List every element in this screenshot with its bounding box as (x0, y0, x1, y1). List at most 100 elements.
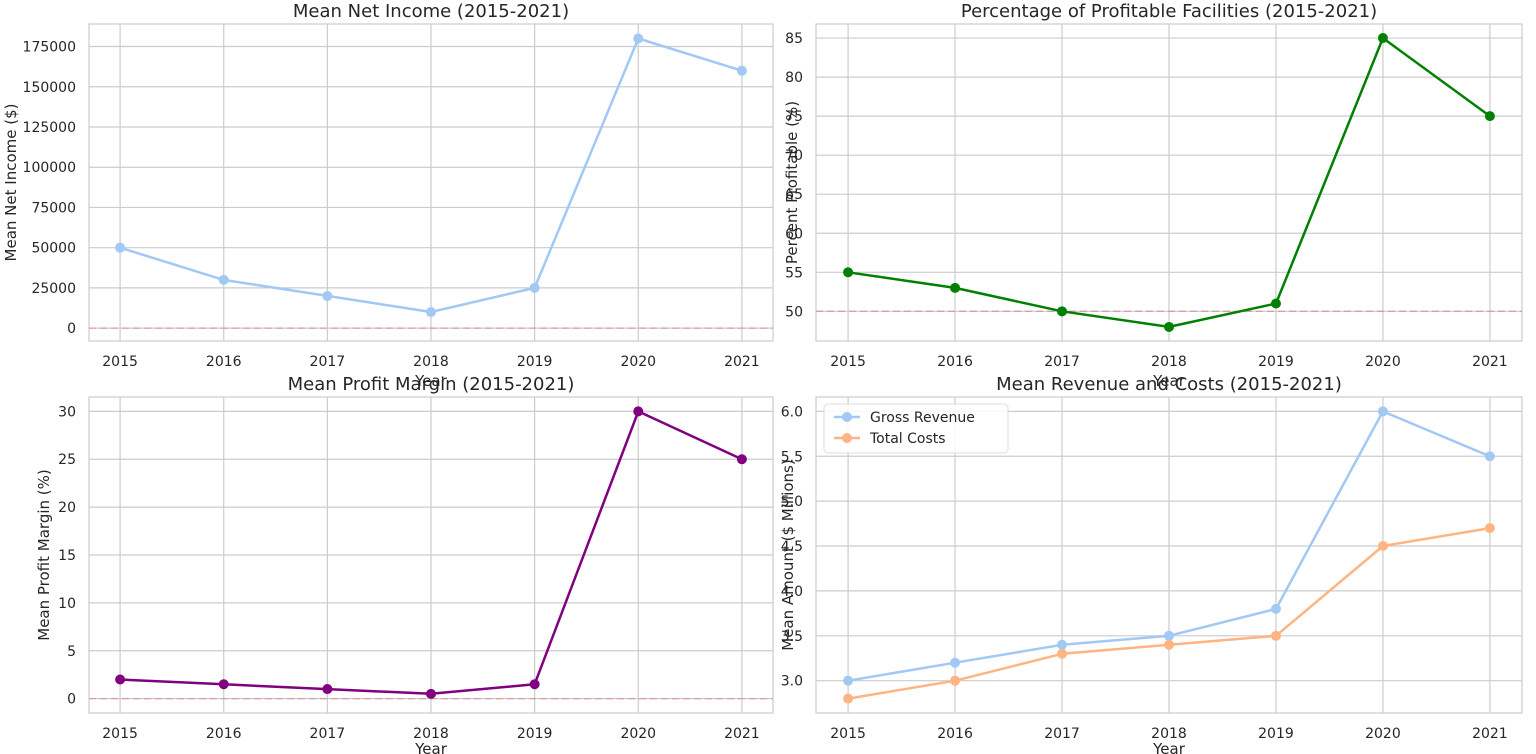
x-tick-label: 2020 (1365, 726, 1401, 742)
y-tick-label: 80 (785, 70, 803, 86)
data-point (843, 267, 854, 278)
y-tick-label: 85 (785, 31, 803, 47)
x-tick-label: 2017 (310, 354, 346, 370)
y-tick-label: 125000 (23, 120, 76, 136)
y-tick-label: 25 (58, 452, 76, 468)
data-point (1164, 639, 1174, 650)
y-tick-label: 100000 (23, 160, 76, 176)
y-tick-label: 30 (58, 404, 76, 420)
data-point (115, 674, 126, 685)
chart-title: Percentage of Profitable Facilities (201… (961, 1, 1377, 22)
x-tick-label: 2019 (517, 354, 553, 370)
data-point (950, 282, 961, 293)
x-tick-label: 2019 (1258, 354, 1294, 370)
legend: Gross Revenue Total Costs (823, 403, 1009, 454)
data-point (1270, 630, 1281, 641)
x-tick-label: 2015 (830, 354, 866, 370)
data-point (1164, 630, 1174, 641)
y-tick-label: 15 (58, 548, 76, 564)
data-point (1270, 298, 1281, 309)
y-tick-label: 175000 (23, 40, 76, 56)
legend-box (823, 403, 1009, 454)
data-point (1484, 451, 1495, 462)
y-tick-label: 70 (785, 148, 803, 164)
data-point (1164, 321, 1174, 332)
y-axis-label: Mean Profit Margin (%) (35, 469, 53, 641)
legend-swatch-marker (842, 433, 852, 443)
chart-panel-4: 2015 2016 2017 2018 2019 2020 2021 3.0 3.5 4.0 4.5… (779, 374, 1523, 754)
data-point (1484, 111, 1495, 122)
legend-label: Gross Revenue (870, 410, 975, 426)
y-tick-label: 3.0 (781, 674, 803, 690)
x-tick-label: 2016 (206, 354, 242, 370)
x-tick-label: 2015 (102, 354, 138, 370)
data-point (322, 290, 333, 301)
y-tick-label: 25000 (31, 281, 76, 297)
y-tick-label: 3.5 (781, 629, 803, 645)
y-tick-label: 75000 (31, 200, 76, 216)
y-tick-label: 55 (785, 265, 803, 281)
y-tick-label: 150000 (23, 80, 76, 96)
plot-frame (88, 23, 774, 342)
data-point (1377, 406, 1388, 417)
x-tick-label: 2016 (937, 726, 973, 742)
x-tick-label: 2017 (310, 726, 346, 742)
x-tick-label: 2021 (724, 354, 760, 370)
data-point (843, 675, 854, 686)
data-point (426, 307, 436, 318)
x-tick-label: 2019 (517, 726, 553, 742)
y-tick-label: 4.5 (781, 539, 803, 555)
data-point (1057, 639, 1068, 650)
y-tick-label: 20 (58, 500, 76, 516)
data-point (633, 33, 644, 44)
x-tick-label: 2021 (724, 726, 760, 742)
data-point (736, 65, 747, 76)
y-tick-label: 0 (67, 692, 76, 708)
plot-frame (88, 396, 774, 714)
y-axis-label: Mean Amount ($ Millions) (779, 459, 797, 650)
y-tick-label: 6.0 (781, 404, 803, 420)
y-tick-label: 5.5 (781, 449, 803, 465)
y-tick-label: 4.0 (781, 584, 803, 600)
x-axis-label: Year (1152, 372, 1186, 390)
data-point (1057, 648, 1068, 659)
y-tick-label: 50 (785, 304, 803, 320)
chart-panel-3: 2015 2016 2017 2018 2019 2020 2021 0 5 10 15 20 25 30… (35, 374, 774, 754)
data-point (950, 675, 961, 686)
data-point (218, 274, 229, 285)
y-axis-label: Percent Profitable (%) (783, 101, 801, 264)
data-point (950, 657, 961, 668)
data-point (529, 679, 540, 690)
x-tick-label: 2021 (1472, 726, 1508, 742)
x-tick-label: 2018 (1151, 354, 1187, 370)
legend-swatch-marker (842, 412, 852, 422)
legend-label: Total Costs (869, 431, 946, 447)
data-point (426, 688, 436, 699)
x-axis-label: Year (1152, 740, 1186, 754)
data-point (633, 406, 644, 417)
x-tick-label: 2015 (102, 726, 138, 742)
x-tick-label: 2018 (1151, 726, 1187, 742)
data-point (736, 454, 747, 465)
y-tick-label: 65 (785, 187, 803, 203)
x-axis-label: Year (414, 740, 448, 754)
data-point (1377, 541, 1388, 552)
x-tick-label: 2020 (620, 354, 656, 370)
y-tick-label: 0 (67, 321, 76, 337)
data-point (218, 679, 229, 690)
x-tick-label: 2017 (1044, 354, 1080, 370)
y-tick-label: 75 (785, 109, 803, 125)
x-tick-label: 2020 (1365, 354, 1401, 370)
y-tick-label: 50000 (31, 241, 76, 257)
plot-frame (815, 396, 1523, 714)
chart-panel-1: 2015 2016 2017 2018 2019 2020 2021 0 25000 50000 7… (2, 1, 774, 390)
x-tick-label: 2018 (413, 354, 449, 370)
x-tick-label: 2019 (1258, 726, 1294, 742)
data-point (322, 684, 333, 695)
data-point (1057, 306, 1068, 317)
chart-title: Mean Revenue and Costs (2015-2021) (996, 374, 1342, 395)
data-point (1270, 603, 1281, 614)
x-tick-label: 2018 (413, 726, 449, 742)
data-point (843, 693, 854, 704)
